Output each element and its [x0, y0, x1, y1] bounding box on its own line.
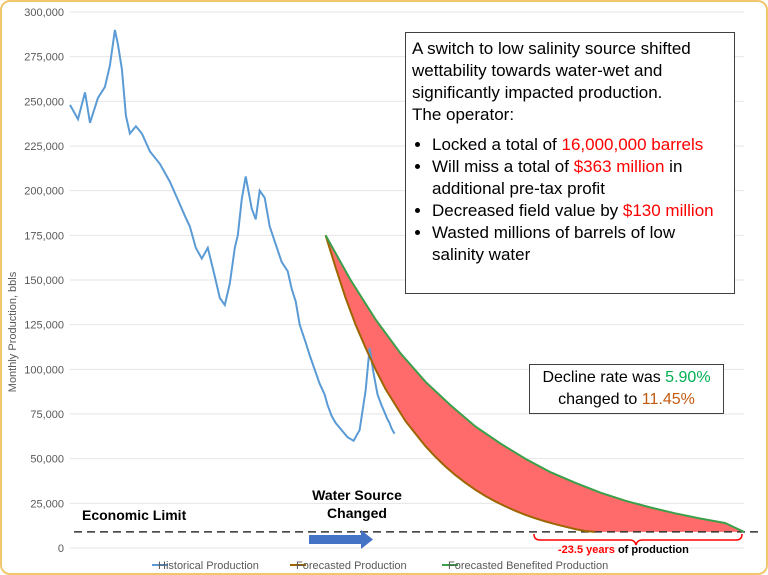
legend: Historical Production Forecasted Producti…: [152, 560, 608, 572]
y-tick-label: 200,000: [24, 186, 64, 198]
bullet-text-end: in additional pre-tax profit: [432, 157, 683, 198]
info-box: A switch to low salinity source shifted …: [405, 32, 735, 294]
y-tick-label: 275,000: [24, 52, 64, 64]
historical-production-line: [69, 29, 396, 443]
economic-limit-label: Economic Limit: [82, 507, 187, 523]
y-axis-label: Monthly Production, bbls: [7, 271, 19, 392]
forecasted-production-line: [324, 235, 596, 533]
decline-line-1: Decline rate was 5.90%: [530, 367, 723, 389]
legend-label: Historical Production: [158, 560, 259, 572]
y-tick-label: 100,000: [24, 364, 64, 376]
decline-rate-box: Decline rate was 5.90% changed to 11.45%: [529, 364, 724, 414]
water-source-arrow-head: [361, 530, 373, 549]
y-axis: 0 25,000 50,000 75,000 100,000 125,000 150,000…: [24, 7, 64, 555]
years-brace: [533, 533, 743, 546]
y-tick-label: 25,000: [30, 498, 64, 510]
y-tick-label: 150,000: [24, 275, 64, 287]
y-tick-label: 0: [58, 543, 64, 555]
info-bullet: Wasted millions of barrels of low salini…: [432, 222, 728, 266]
y-tick-label: 50,000: [30, 454, 64, 466]
lost-production-area: [325, 235, 744, 532]
new-decline-rate: 11.45%: [641, 391, 695, 408]
bullet-highlight: $363 million: [573, 157, 665, 176]
water-source-arrow: [309, 530, 373, 549]
bullet-highlight: $130 million: [622, 201, 714, 220]
y-tick-label: 75,000: [30, 409, 64, 421]
legend-label: Forecasted Benefited Production: [448, 560, 608, 572]
y-tick-label: 250,000: [24, 96, 64, 108]
years-of-production-label: -23.5 years of production: [558, 544, 689, 556]
y-tick-label: 175,000: [24, 230, 64, 242]
y-tick-label: 300,000: [24, 7, 64, 19]
legend-label: Forecasted Production: [296, 560, 407, 572]
info-intro: A switch to low salinity source shifted …: [412, 39, 691, 102]
water-source-arrow-shaft: [309, 535, 361, 544]
bullet-highlight: 16,000,000 barrels: [561, 135, 704, 154]
benefited-production-line: [324, 234, 745, 533]
bullet-text: Decreased field value by: [432, 201, 623, 220]
info-bullet: Will miss a total of $363 million in add…: [432, 156, 728, 200]
info-operator: The operator:: [412, 105, 515, 124]
years-value: -23.5 years: [558, 544, 615, 556]
bullet-text: Will miss a total of: [432, 157, 574, 176]
decline-line-2: changed to 11.45%: [530, 389, 723, 411]
water-source-label: Water Source Changed: [312, 487, 402, 521]
decline-text: changed to: [558, 391, 642, 408]
bullet-text: Locked a total of: [432, 135, 562, 154]
y-tick-label: 125,000: [24, 320, 64, 332]
info-bullet: Locked a total of 16,000,000 barrels: [432, 134, 728, 156]
info-bullets: Locked a total of 16,000,000 barrels Wil…: [412, 134, 728, 266]
y-tick-label: 225,000: [24, 141, 64, 153]
info-bullet: Decreased field value by $130 million: [432, 200, 728, 222]
bullet-text: Wasted millions of barrels of low salini…: [432, 223, 676, 264]
decline-text: Decline rate was: [542, 369, 666, 386]
old-decline-rate: 5.90%: [665, 369, 711, 386]
years-suffix: of production: [614, 544, 689, 556]
